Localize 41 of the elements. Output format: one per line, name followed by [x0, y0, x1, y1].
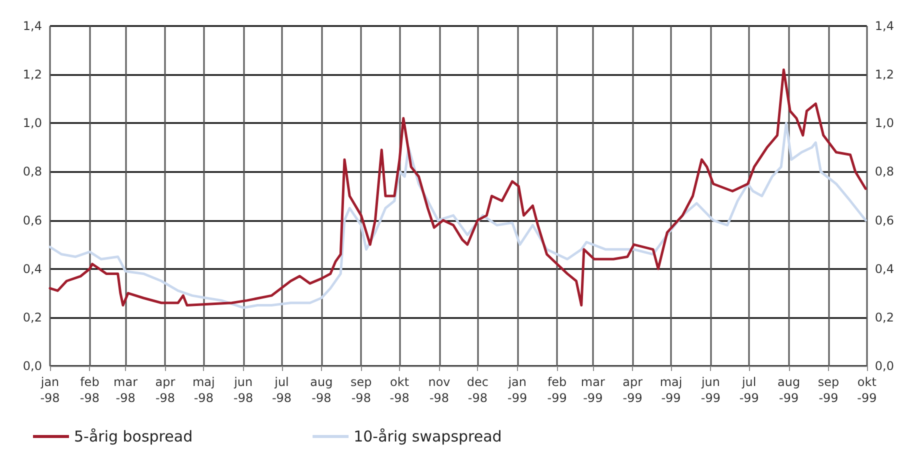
x-tick-label: dec -98: [466, 375, 488, 405]
x-tick-label: jun -99: [700, 375, 721, 405]
x-tick-label: feb -99: [547, 375, 567, 405]
x-tick-label: okt -99: [857, 375, 877, 405]
y2-tick-label: 1,0: [874, 116, 894, 130]
x-tick-label: mar -99: [580, 375, 605, 405]
y-tick-label: 0,2: [22, 310, 42, 324]
y2-tick-label: 1,2: [874, 68, 894, 82]
x-tick-label: apr -98: [155, 375, 176, 405]
y-tick-label: 1,0: [22, 116, 42, 130]
y-tick-label: 1,4: [22, 19, 42, 33]
x-tick-label: okt -98: [390, 375, 410, 405]
x-tick-label: jul -99: [739, 375, 759, 405]
line-series: [48, 68, 867, 307]
y2-tick-label: 0,8: [874, 164, 894, 179]
y2-tick-label: 0,4: [874, 262, 894, 276]
x-tick-label: aug -98: [310, 375, 333, 405]
y-tick-label: 0,0: [22, 359, 42, 373]
y2-tick-label: 1,4: [874, 19, 894, 33]
x-tick-label: jun -98: [233, 375, 254, 405]
x-tick-label: aug -99: [778, 375, 800, 405]
y-tick-label: 0,8: [22, 164, 42, 179]
legend-label: 10-årig swapspread: [354, 428, 502, 446]
x-tick-label: jul -98: [272, 375, 292, 405]
x-tick-label: apr -99: [622, 375, 643, 405]
x-tick-label: sep -98: [350, 375, 372, 405]
x-tick-label: nov -98: [428, 375, 450, 405]
y2-tick-label: 0,0: [874, 359, 894, 373]
legend-label: 5-årig bospread: [74, 428, 193, 446]
y-tick-label: 0,4: [22, 262, 42, 276]
y2-tick-label: 0,6: [874, 213, 894, 228]
y-tick-label: 0,6: [22, 213, 42, 228]
y2-tick-label: 0,2: [874, 310, 894, 324]
x-tick-label: maj -98: [192, 375, 215, 405]
x-tick-label: maj -99: [660, 375, 682, 405]
x-tick-label: sep -99: [818, 375, 840, 405]
x-tick-label: jan -98: [40, 375, 60, 405]
x-tick-label: feb -98: [80, 375, 100, 405]
x-tick-label: jan -99: [507, 375, 528, 405]
y-tick-label: 1,2: [22, 68, 42, 82]
x-tick-label: mar -98: [114, 375, 138, 405]
